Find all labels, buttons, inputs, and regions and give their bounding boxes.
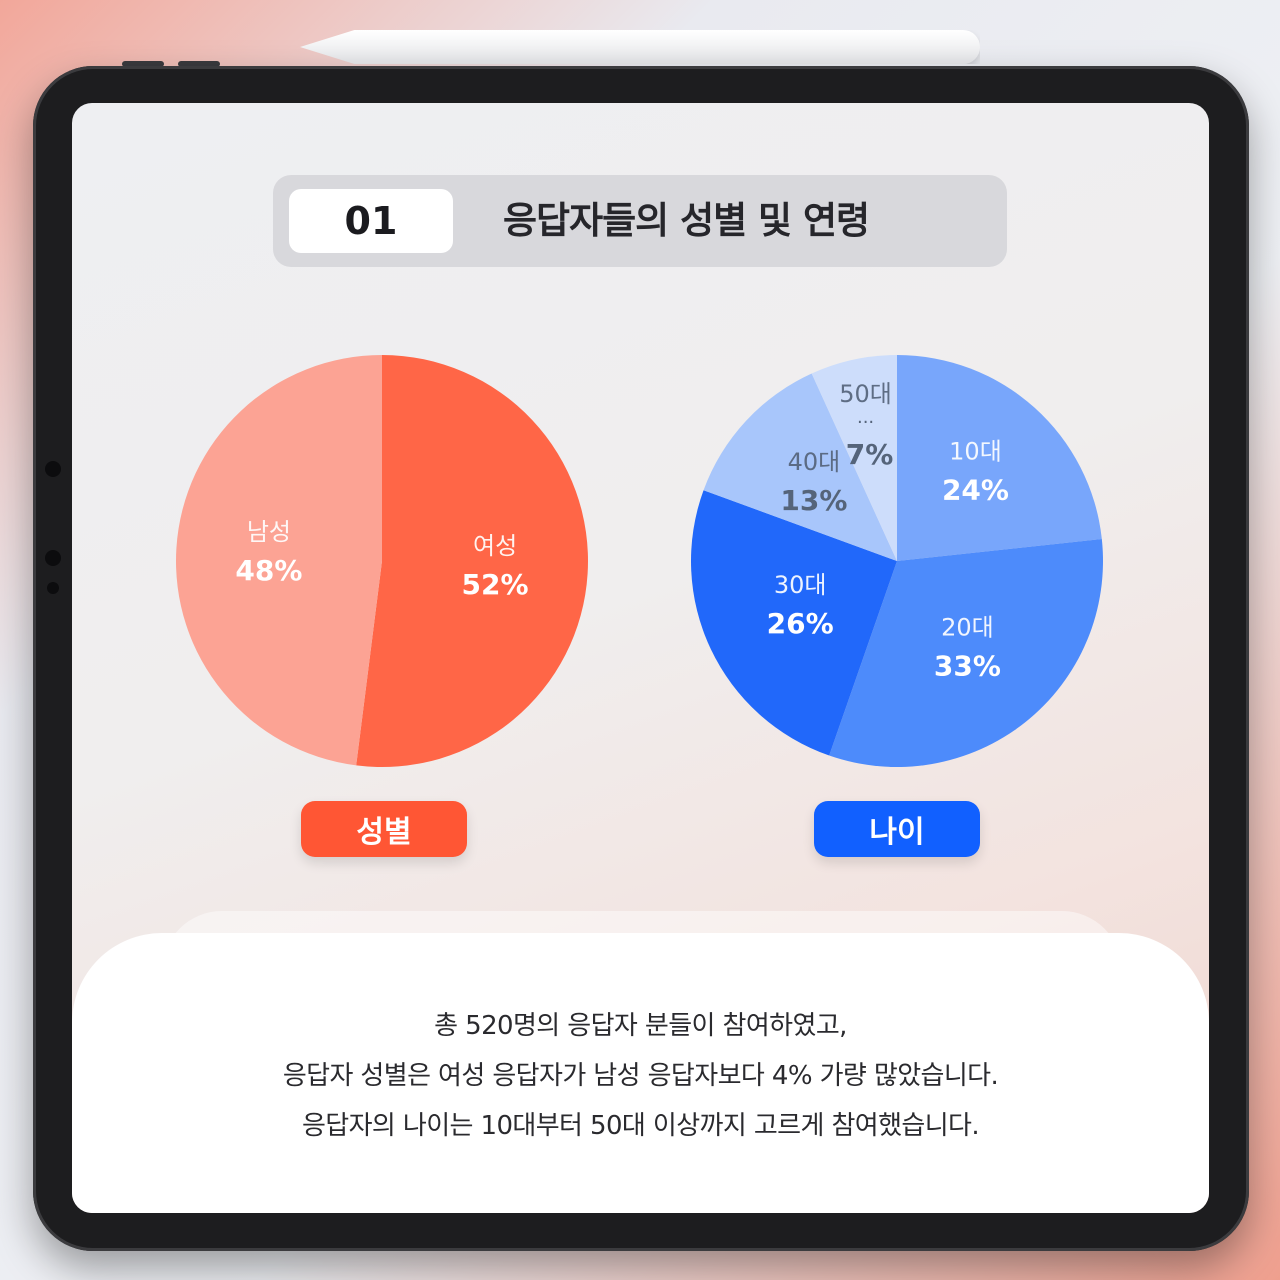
slice-value: 7% <box>846 438 894 471</box>
description-line: 총 520명의 응답자 분들이 참여하였고, <box>434 1011 847 1041</box>
slice-label: 50대 <box>839 380 892 408</box>
gender-pie-slice <box>175 355 382 766</box>
tablet-button <box>178 61 220 67</box>
gender-chart-title: 성별 <box>301 801 467 857</box>
title-bar: 01 응답자들의 성별 및 연령 <box>273 175 1007 267</box>
slice-label: 여성 <box>473 532 517 560</box>
tablet-screen: 01 응답자들의 성별 및 연령 여성 52% 남성 48% 10대 24% 20대 33% 3… <box>72 103 1209 1213</box>
age-pie-slice <box>703 373 897 561</box>
description-line: 응답자의 나이는 10대부터 50대 이상까지 고르게 참여했습니다. <box>301 1111 980 1141</box>
slice-label: 10대 <box>949 438 1002 466</box>
slice-value: 13% <box>780 484 847 517</box>
age-pie-slice <box>691 490 897 756</box>
slice-label: 20대 <box>941 614 994 642</box>
age-pie-slice <box>811 355 897 561</box>
camera-icon <box>45 550 61 566</box>
age-pie-slice <box>829 539 1103 767</box>
stylus-pencil <box>300 30 980 64</box>
slice-label: 40대 <box>788 448 841 476</box>
slice-label: 30대 <box>774 571 827 599</box>
slice-label: 남성 <box>247 518 291 546</box>
description-line: 응답자 성별은 여성 응답자가 남성 응답자보다 4% 가량 많았습니다. <box>282 1061 999 1091</box>
slice-value: 24% <box>942 474 1009 507</box>
age-chart-title: 나이 <box>814 801 980 857</box>
section-number: 01 <box>289 189 453 253</box>
slice-value: 52% <box>462 568 529 601</box>
page-title: 응답자들의 성별 및 연령 <box>503 199 870 242</box>
sensor-icon <box>47 582 59 594</box>
description-text: 총 520명의 응답자 분들이 참여하였고, 응답자 성별은 여성 응답자가 남… <box>72 1001 1209 1151</box>
slice-value: 48% <box>235 554 302 587</box>
tablet-button <box>122 61 164 67</box>
slice-value: 33% <box>934 650 1001 683</box>
gender-pie-slice <box>356 355 588 767</box>
description-panel: 총 520명의 응답자 분들이 참여하였고, 응답자 성별은 여성 응답자가 남… <box>72 933 1209 1213</box>
slice-sublabel: ··· <box>857 412 874 433</box>
age-pie-slice <box>897 355 1102 561</box>
slice-value: 26% <box>767 607 834 640</box>
camera-icon <box>45 461 61 477</box>
pie-charts: 여성 52% 남성 48% 10대 24% 20대 33% 30대 26% 40대 13% 50대 ···… <box>175 355 1103 767</box>
